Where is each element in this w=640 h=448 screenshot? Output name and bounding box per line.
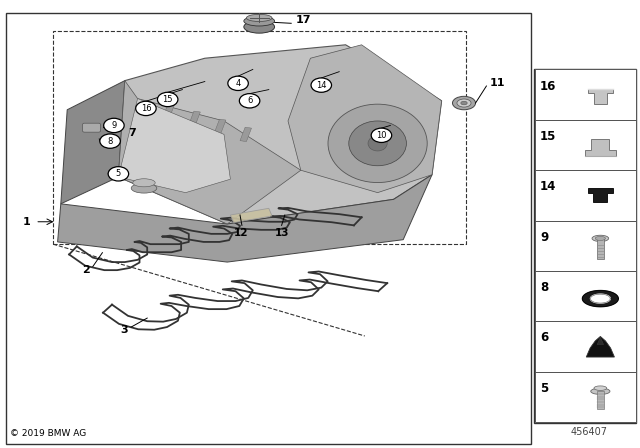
- Text: 9: 9: [540, 231, 548, 244]
- Polygon shape: [61, 81, 125, 204]
- Ellipse shape: [131, 183, 157, 193]
- Polygon shape: [597, 337, 604, 345]
- Text: 12: 12: [234, 228, 248, 238]
- Text: 17: 17: [296, 15, 311, 25]
- Polygon shape: [230, 208, 272, 223]
- Ellipse shape: [461, 101, 467, 105]
- Text: 15: 15: [163, 95, 173, 104]
- Text: 8: 8: [108, 137, 113, 146]
- Bar: [535, 372, 636, 422]
- Ellipse shape: [244, 21, 275, 33]
- Bar: [534, 69, 636, 423]
- Text: 5: 5: [540, 382, 548, 395]
- Polygon shape: [58, 175, 432, 262]
- Polygon shape: [240, 127, 252, 142]
- Text: 9: 9: [111, 121, 116, 130]
- Text: 1: 1: [23, 217, 31, 227]
- Polygon shape: [586, 336, 614, 357]
- Text: 15: 15: [540, 130, 557, 143]
- Text: 10: 10: [376, 131, 387, 140]
- Bar: [535, 170, 636, 220]
- Polygon shape: [214, 119, 226, 134]
- Circle shape: [228, 76, 248, 90]
- Polygon shape: [118, 45, 442, 224]
- Text: 14: 14: [540, 180, 557, 193]
- Circle shape: [108, 167, 129, 181]
- Bar: [535, 69, 636, 120]
- FancyBboxPatch shape: [83, 123, 100, 132]
- Polygon shape: [585, 139, 616, 155]
- Bar: [535, 271, 636, 321]
- Text: 11: 11: [490, 78, 505, 88]
- Text: 14: 14: [316, 81, 326, 90]
- Text: 16: 16: [540, 79, 557, 93]
- Bar: [535, 120, 636, 170]
- Bar: [597, 391, 604, 409]
- Circle shape: [371, 128, 392, 142]
- Ellipse shape: [591, 388, 610, 394]
- Polygon shape: [591, 294, 610, 303]
- Ellipse shape: [246, 14, 272, 22]
- Bar: [53, 31, 466, 244]
- Ellipse shape: [457, 99, 471, 107]
- Polygon shape: [288, 45, 442, 193]
- Polygon shape: [588, 89, 613, 104]
- Polygon shape: [163, 103, 175, 117]
- Text: 6: 6: [247, 96, 252, 105]
- Ellipse shape: [592, 235, 609, 241]
- Polygon shape: [118, 81, 301, 224]
- Circle shape: [311, 78, 332, 92]
- Polygon shape: [588, 188, 613, 202]
- Text: 2: 2: [82, 265, 90, 275]
- Circle shape: [239, 94, 260, 108]
- Circle shape: [136, 101, 156, 116]
- Polygon shape: [189, 111, 200, 125]
- Ellipse shape: [244, 16, 275, 26]
- Bar: [597, 238, 604, 259]
- Polygon shape: [582, 291, 618, 307]
- Text: 6: 6: [540, 332, 548, 345]
- Ellipse shape: [594, 386, 607, 390]
- Text: 4: 4: [236, 79, 241, 88]
- Polygon shape: [118, 99, 230, 193]
- Text: 3: 3: [120, 325, 128, 335]
- Bar: [535, 321, 636, 372]
- Circle shape: [157, 92, 178, 107]
- Text: 5: 5: [116, 169, 121, 178]
- Ellipse shape: [133, 179, 155, 187]
- Ellipse shape: [595, 237, 605, 241]
- Text: 456407: 456407: [570, 427, 607, 437]
- Circle shape: [100, 134, 120, 148]
- Bar: [535, 220, 636, 271]
- Ellipse shape: [452, 96, 476, 110]
- Circle shape: [104, 118, 124, 133]
- Text: © 2019 BMW AG: © 2019 BMW AG: [10, 429, 86, 438]
- Text: 8: 8: [540, 281, 548, 294]
- Ellipse shape: [349, 121, 406, 166]
- Text: 16: 16: [141, 104, 151, 113]
- Ellipse shape: [368, 136, 387, 151]
- Text: 13: 13: [275, 228, 289, 238]
- Ellipse shape: [328, 104, 428, 182]
- Text: 7: 7: [128, 128, 136, 138]
- Bar: [6, 13, 531, 444]
